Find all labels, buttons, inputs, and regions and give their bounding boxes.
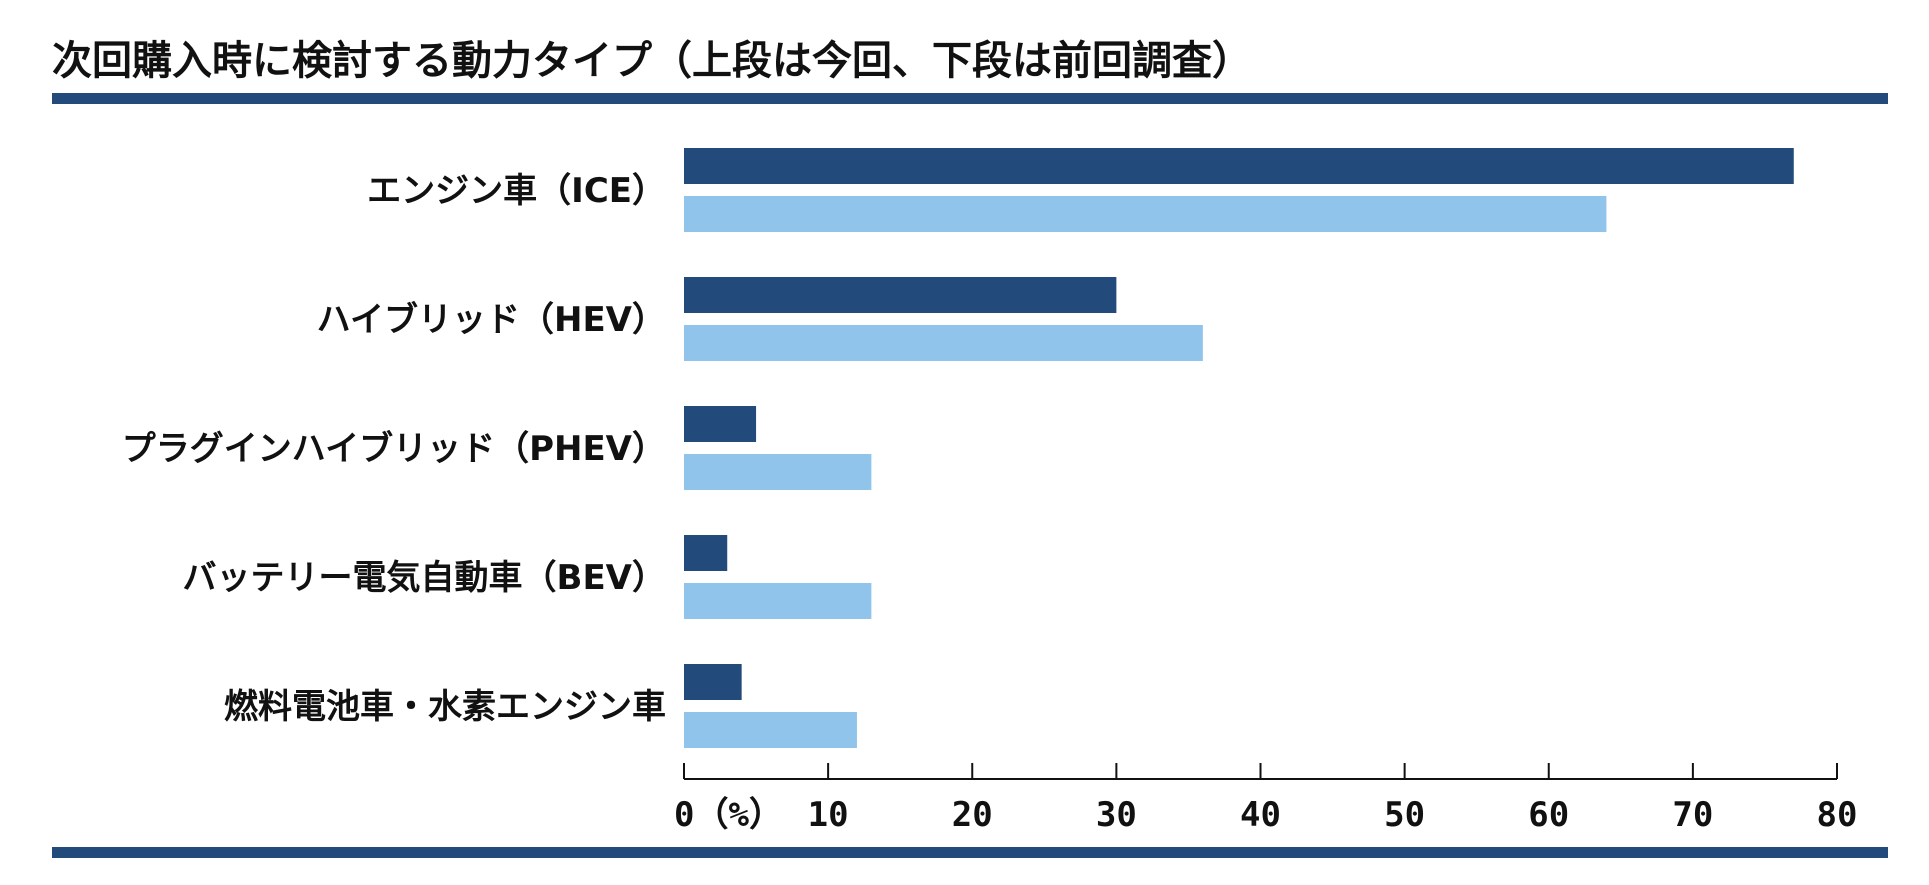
bar-current-3 <box>684 535 728 571</box>
bar-previous-1 <box>684 325 1203 361</box>
bar-current-2 <box>684 406 757 442</box>
bar-previous-4 <box>684 712 857 748</box>
x-tick-label: 70 <box>1672 795 1713 835</box>
x-tick-label: 40 <box>1240 795 1281 835</box>
x-tick-label: 0（%） <box>674 795 783 835</box>
bar-current-4 <box>684 664 742 700</box>
bar-previous-0 <box>684 196 1607 232</box>
bar-current-0 <box>684 148 1794 184</box>
category-label: ハイブリッド（HEV） <box>317 300 666 340</box>
x-tick-label: 20 <box>952 795 993 835</box>
x-tick-label: 80 <box>1817 795 1858 835</box>
category-label: プラグインハイブリッド（PHEV） <box>122 429 666 469</box>
title-rule <box>52 93 1888 104</box>
x-tick-label: 30 <box>1096 795 1137 835</box>
category-label: バッテリー電気自動車（BEV） <box>183 558 666 598</box>
bottom-rule <box>52 847 1888 858</box>
category-label: エンジン車（ICE） <box>367 171 666 211</box>
bar-current-1 <box>684 277 1117 313</box>
x-tick-label: 10 <box>808 795 849 835</box>
x-tick-label: 60 <box>1528 795 1569 835</box>
category-label: 燃料電池車・水素エンジン車 <box>224 687 666 727</box>
bar-previous-2 <box>684 454 872 490</box>
chart-title: 次回購入時に検討する動力タイプ（上段は今回、下段は前回調査） <box>52 38 1252 84</box>
bar-previous-3 <box>684 583 872 619</box>
x-tick-label: 50 <box>1384 795 1425 835</box>
